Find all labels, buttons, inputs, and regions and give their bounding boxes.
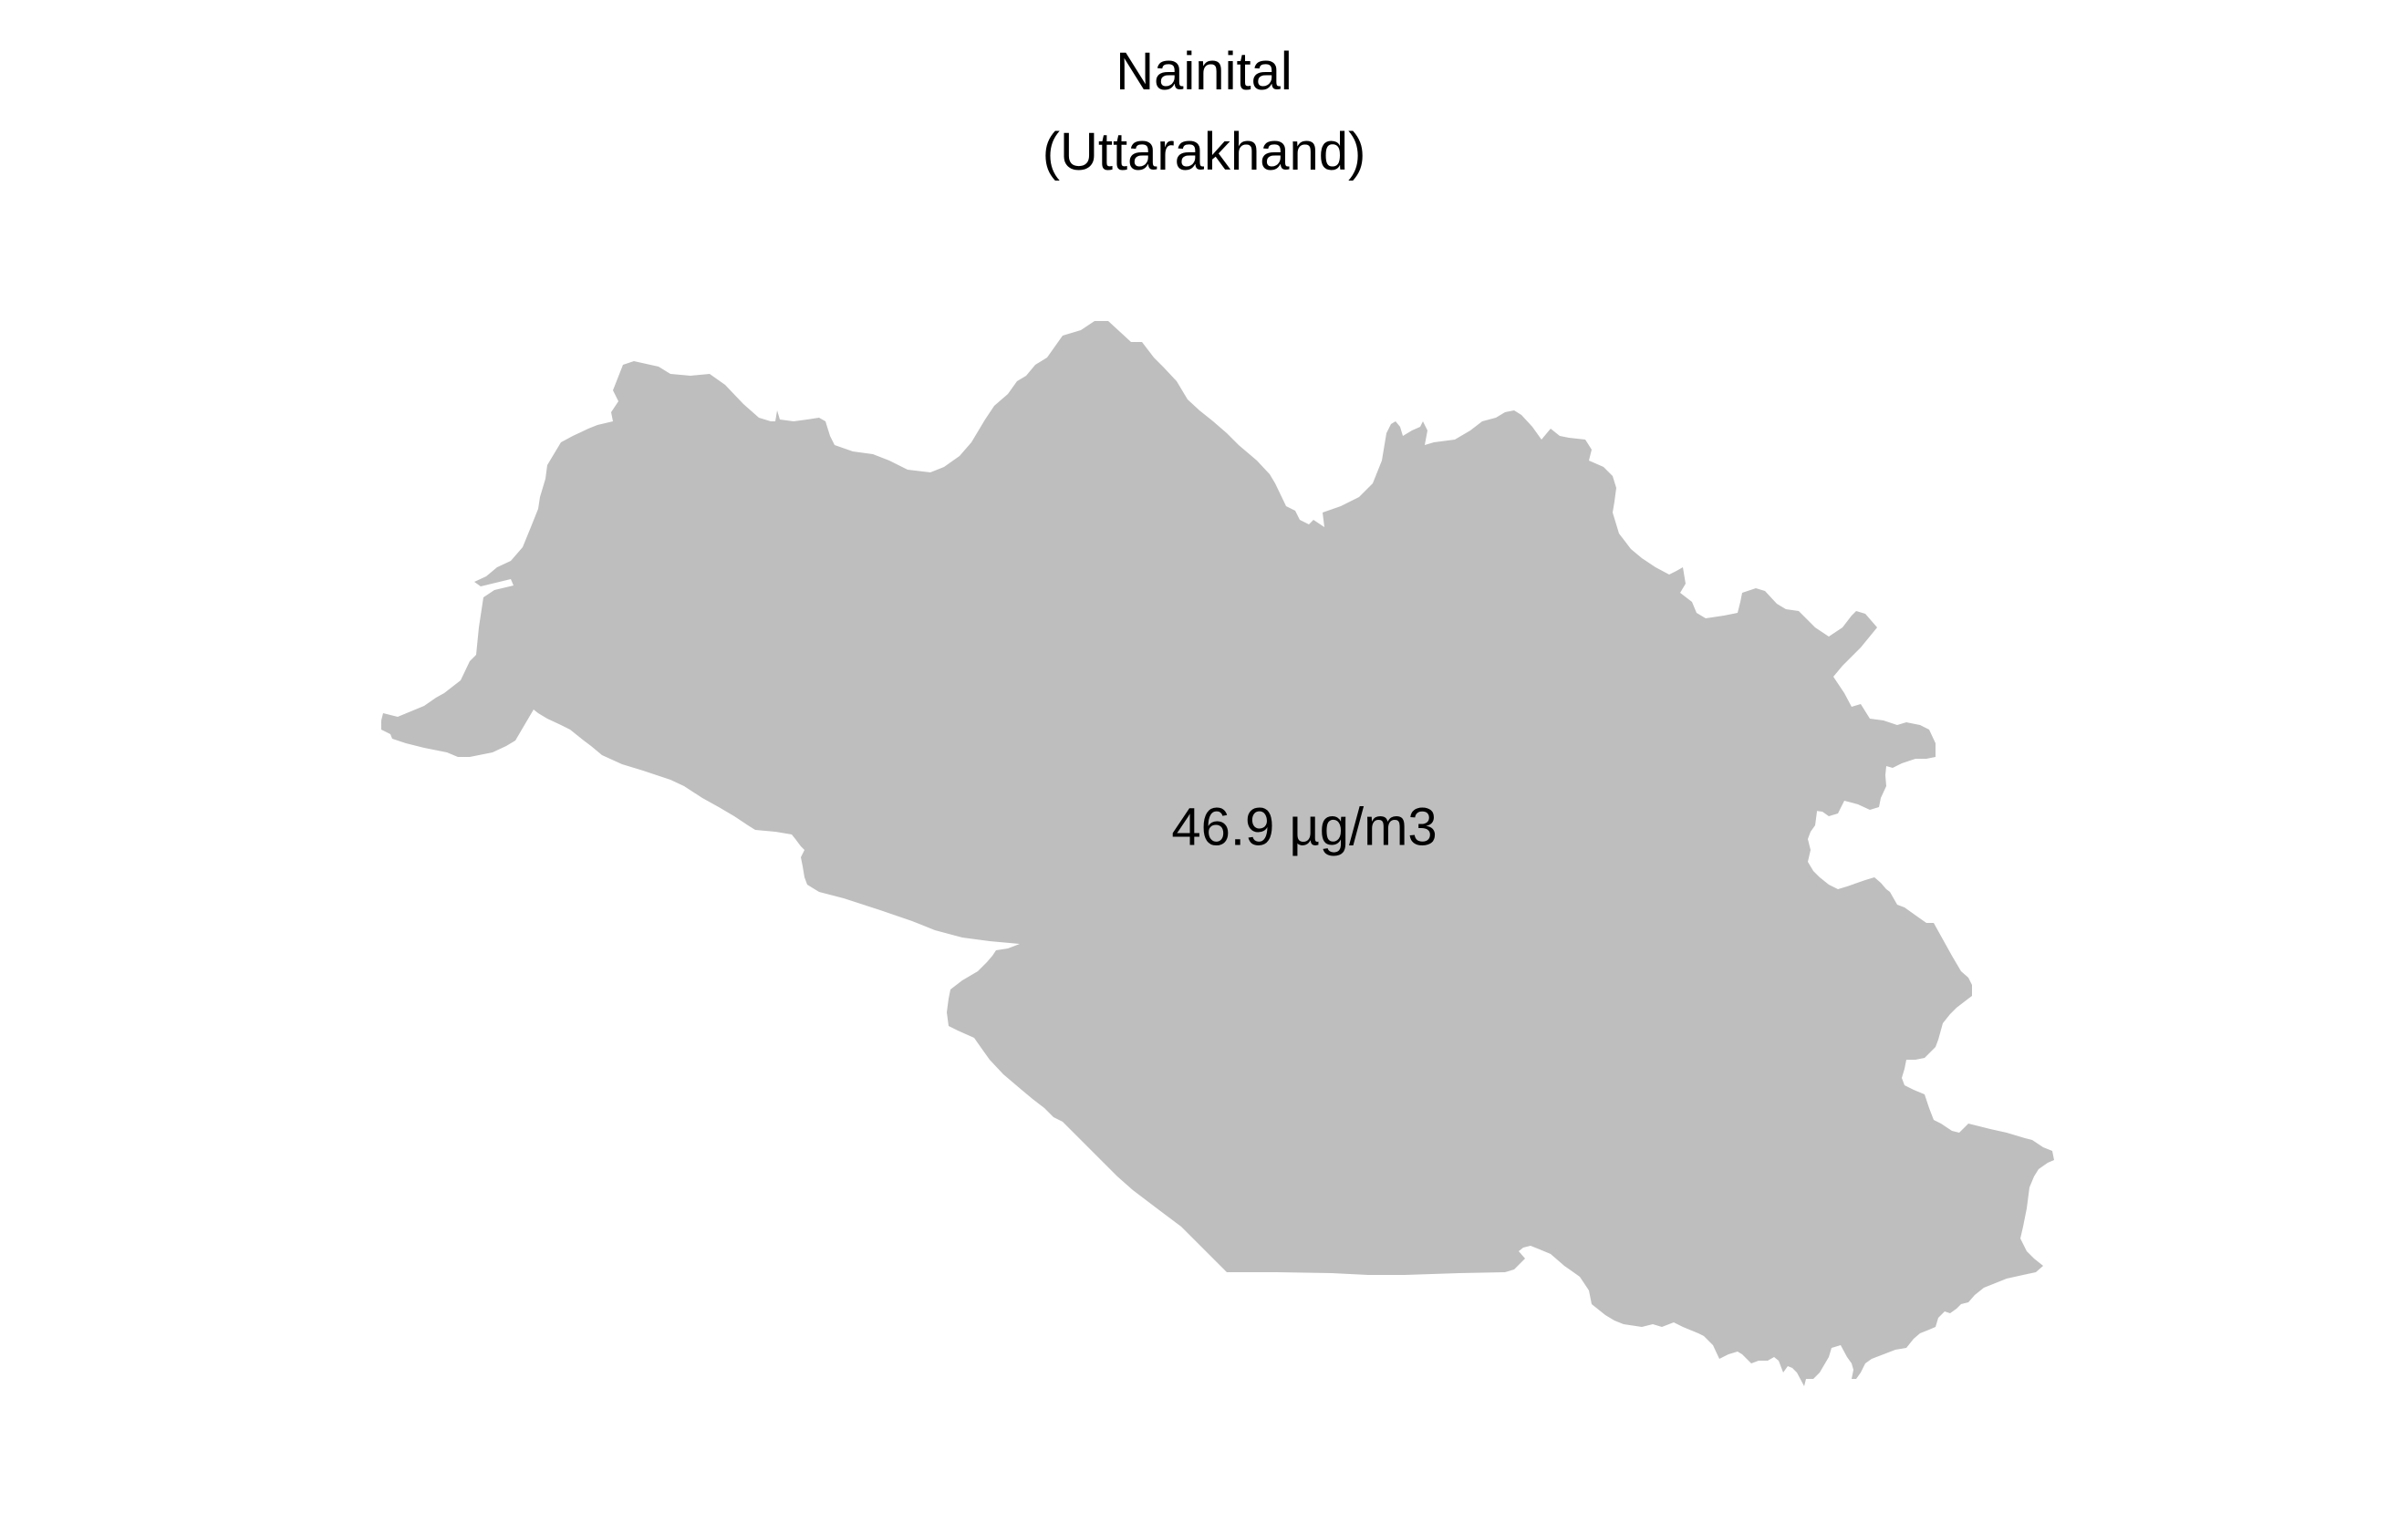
district-shape <box>381 321 2054 1386</box>
map-subtitle: (Uttarakhand) <box>1042 122 1366 181</box>
region-value-label: 46.9 µg/m3 <box>1171 797 1438 857</box>
map-title: Nainital <box>1116 42 1292 101</box>
